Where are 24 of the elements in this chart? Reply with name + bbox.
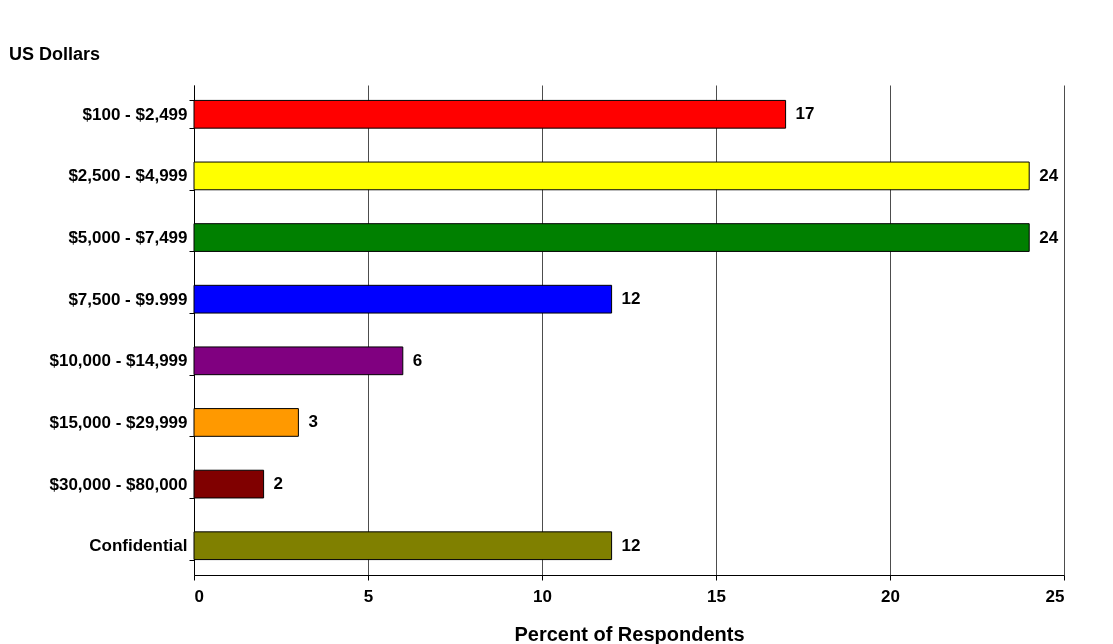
y-tick-label: $30,000 - $80,000 bbox=[49, 474, 188, 494]
y-tick-label: $10,000 - $14,999 bbox=[49, 351, 188, 371]
y-tick-label: $5,000 - $7,499 bbox=[68, 228, 188, 248]
y-tick-label: $2,500 - $4,999 bbox=[68, 166, 188, 186]
x-tick-label: 20 bbox=[881, 586, 900, 606]
y-tick-label: Confidential bbox=[89, 536, 188, 556]
data-label: 24 bbox=[1039, 227, 1059, 247]
y-tick-label: $15,000 - $29,999 bbox=[49, 412, 188, 432]
x-tick-label: 5 bbox=[363, 586, 374, 606]
y-tick-label: $100 - $2,499 bbox=[82, 104, 188, 124]
data-label: 24 bbox=[1039, 165, 1059, 185]
data-label: 2 bbox=[273, 474, 284, 494]
y-tick-label: $7,500 - $9.999 bbox=[68, 289, 188, 309]
x-tick-label: 10 bbox=[533, 586, 552, 606]
y-axis-title: US Dollars bbox=[8, 43, 101, 64]
data-label: 12 bbox=[621, 535, 641, 555]
x-tick-label: 25 bbox=[1045, 586, 1065, 606]
data-label: 6 bbox=[412, 350, 423, 370]
x-tick-label: 15 bbox=[707, 586, 726, 606]
x-tick-label: 0 bbox=[194, 586, 204, 606]
data-label: 17 bbox=[795, 104, 815, 124]
data-label: 12 bbox=[621, 289, 641, 309]
data-label: 3 bbox=[308, 412, 318, 432]
x-axis-title: Percent of Respondents bbox=[514, 622, 745, 644]
